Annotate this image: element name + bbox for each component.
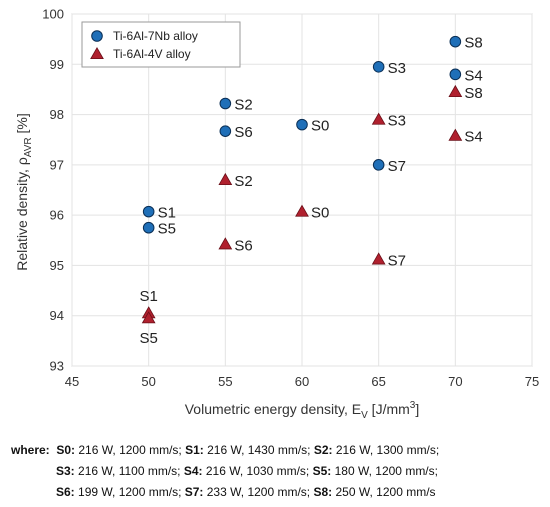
where-line-2: S3: 216 W, 1100 mm/s; S4: 216 W, 1030 mm… [56, 461, 438, 481]
point-label: S3 [388, 113, 406, 130]
y-axis-title-unit: [%] [14, 113, 30, 137]
y-tick-label: 95 [50, 258, 64, 273]
x-axis-title-unit: [J/mm [368, 401, 410, 417]
y-tick-label: 96 [50, 208, 64, 223]
where-key-s1: S1: [185, 443, 204, 457]
y-tick-label: 97 [50, 157, 64, 172]
point-label: S0 [311, 205, 329, 222]
point-label: S5 [139, 330, 157, 347]
where-value-s4: 216 W, 1030 mm/s; [202, 464, 313, 478]
where-key-s6: S6: [56, 485, 75, 499]
where-key-s5: S5: [312, 464, 332, 478]
point-label: S1 [158, 205, 176, 222]
circle-point-s1 [142, 205, 155, 218]
point-label: S1 [139, 288, 157, 305]
x-tick-labels: 45 50 55 60 65 70 75 [65, 374, 539, 389]
where-value-s5: 180 W, 1200 mm/s; [331, 464, 438, 478]
where-key-s3: S3: [56, 464, 75, 478]
x-tick-label: 65 [371, 374, 385, 389]
point-label: S7 [388, 252, 406, 269]
where-value-s3: 216 W, 1100 mm/s; [74, 464, 184, 478]
circle-point-s0 [296, 118, 308, 131]
x-tick-label: 70 [448, 374, 462, 389]
where-value-s1: 216 W, 1430 mm/s; [203, 443, 314, 457]
triangle-point-s4 [448, 128, 463, 141]
x-tick-label: 45 [65, 374, 79, 389]
data-points [141, 35, 463, 324]
y-tick-label: 93 [50, 359, 64, 374]
where-value-s0: 216 W, 1200 mm/s; [75, 443, 186, 457]
point-label: S6 [234, 237, 252, 254]
point-label: S7 [388, 158, 406, 175]
y-axis-title-sub: AVR [23, 137, 34, 157]
point-label: S5 [158, 221, 176, 238]
legend-entry: Ti-6Al-7Nb alloy [113, 29, 198, 43]
y-tick-label: 94 [50, 308, 64, 323]
where-key-s8: S8: [313, 485, 333, 499]
x-tick-label: 55 [218, 374, 232, 389]
where-line-1: where: S0: 216 W, 1200 mm/s; S1: 216 W, … [11, 440, 439, 460]
y-tick-label: 98 [50, 107, 64, 122]
circle-point-s6 [219, 125, 232, 137]
x-tick-label: 50 [141, 374, 155, 389]
y-tick-labels: 93 94 95 96 97 98 99 100 [42, 7, 64, 374]
point-label: S4 [464, 67, 482, 84]
legend-box [81, 21, 241, 68]
triangle-point-s5 [141, 311, 156, 324]
point-label: S6 [234, 124, 252, 141]
point-label: S2 [234, 173, 252, 190]
where-key-s4: S4: [183, 464, 203, 478]
triangle-point-s0 [295, 204, 309, 217]
x-axis-title: Volumetric energy density, EV [J/mm3] [185, 400, 420, 421]
y-axis-title: Relative density, ρAVR [%] [14, 113, 34, 270]
point-label: S2 [234, 97, 252, 114]
where-value-s6: 199 W, 1200 mm/s; [74, 485, 185, 499]
where-value-s8: 250 W, 1200 mm/s [332, 485, 436, 499]
triangle-point-s6 [218, 237, 233, 250]
where-key-s0: S0: [56, 443, 76, 457]
where-prefix: where: [11, 443, 50, 457]
x-axis-title-sub: V [361, 410, 368, 421]
x-axis-title-sup: 3 [410, 400, 416, 411]
point-label: S3 [388, 60, 406, 77]
x-tick-label: 75 [525, 374, 539, 389]
where-line-3: S6: 199 W, 1200 mm/s; S7: 233 W, 1200 mm… [56, 482, 436, 502]
legend-triangle-marker [90, 46, 104, 60]
circle-point-s7 [372, 159, 385, 171]
circle-point-s2 [219, 97, 232, 110]
triangle-point-s8 [448, 84, 463, 97]
point-label: S0 [311, 118, 329, 135]
circle-point-s4 [449, 68, 462, 81]
x-tick-label: 60 [295, 374, 309, 389]
where-key-s7: S7: [184, 485, 204, 499]
circle-point-s8 [449, 35, 462, 48]
triangle-point-s3 [371, 112, 386, 125]
point-label: S8 [464, 85, 482, 102]
circle-point-s5 [142, 221, 155, 234]
circle-point-s3 [372, 61, 385, 73]
legend-circle-marker [91, 30, 103, 42]
where-value-s7: 233 W, 1200 mm/s; [203, 485, 314, 499]
triangle-point-s2 [218, 172, 233, 185]
y-tick-label: 100 [42, 7, 64, 22]
legend: Ti-6Al-7Nb alloy Ti-6Al-4V alloy [81, 21, 241, 68]
triangle-point-s7 [371, 252, 386, 265]
where-value-s2: 216 W, 1300 mm/s; [332, 443, 440, 457]
y-tick-label: 99 [50, 57, 64, 72]
legend-entry: Ti-6Al-4V alloy [113, 47, 191, 61]
x-axis-title-close: ] [415, 401, 419, 417]
point-label: S8 [464, 35, 482, 52]
point-label: S4 [464, 129, 482, 146]
where-key-s2: S2: [313, 443, 333, 457]
